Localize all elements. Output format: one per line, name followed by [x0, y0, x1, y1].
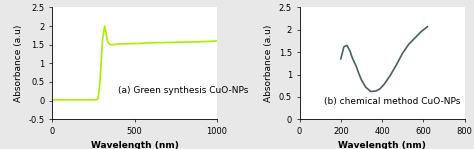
- X-axis label: Wavelength (nm): Wavelength (nm): [91, 141, 179, 149]
- Text: (b) chemical method CuO-NPs: (b) chemical method CuO-NPs: [324, 97, 461, 106]
- Text: (a) Green synthesis CuO-NPs: (a) Green synthesis CuO-NPs: [118, 86, 248, 95]
- Y-axis label: Absorbance (a.u): Absorbance (a.u): [14, 25, 23, 102]
- Y-axis label: Absorbance (a.u): Absorbance (a.u): [264, 25, 273, 102]
- X-axis label: Wavelength (nm): Wavelength (nm): [338, 141, 426, 149]
